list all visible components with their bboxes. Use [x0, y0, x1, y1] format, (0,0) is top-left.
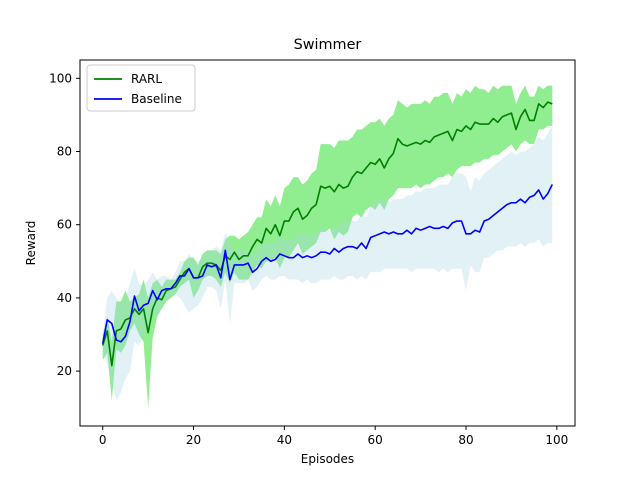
y-tick-label: 40 [57, 291, 72, 305]
y-tick-label: 80 [57, 145, 72, 159]
x-tick-label: 0 [99, 433, 107, 447]
rarl-band [102, 85, 553, 408]
y-axis-ticks: 20 40 60 80 100 [49, 71, 80, 378]
y-tick-label: 20 [57, 364, 72, 378]
rarl-line [101, 101, 553, 367]
x-tick-label: 60 [368, 433, 383, 447]
x-tick-label: 20 [186, 433, 201, 447]
plot-frame [79, 59, 576, 427]
legend: RARL Baseline [86, 64, 196, 112]
y-tick-label: 100 [49, 71, 72, 85]
x-tick-label: 40 [277, 433, 292, 447]
chart-title: Swimmer [294, 37, 362, 53]
y-tick-label: 60 [57, 218, 72, 232]
legend-label-rarl: RARL [131, 72, 162, 86]
y-axis-label: Reward [24, 221, 38, 266]
x-axis-ticks: 0 20 40 60 80 100 [99, 426, 568, 447]
x-tick-label: 80 [458, 433, 473, 447]
confidence-bands [102, 85, 553, 408]
x-tick-label: 100 [545, 433, 568, 447]
series-lines [101, 101, 554, 367]
legend-label-baseline: Baseline [131, 92, 182, 106]
baseline-band [102, 125, 553, 401]
x-axis-label: Episodes [301, 452, 354, 466]
baseline-line [101, 184, 554, 344]
